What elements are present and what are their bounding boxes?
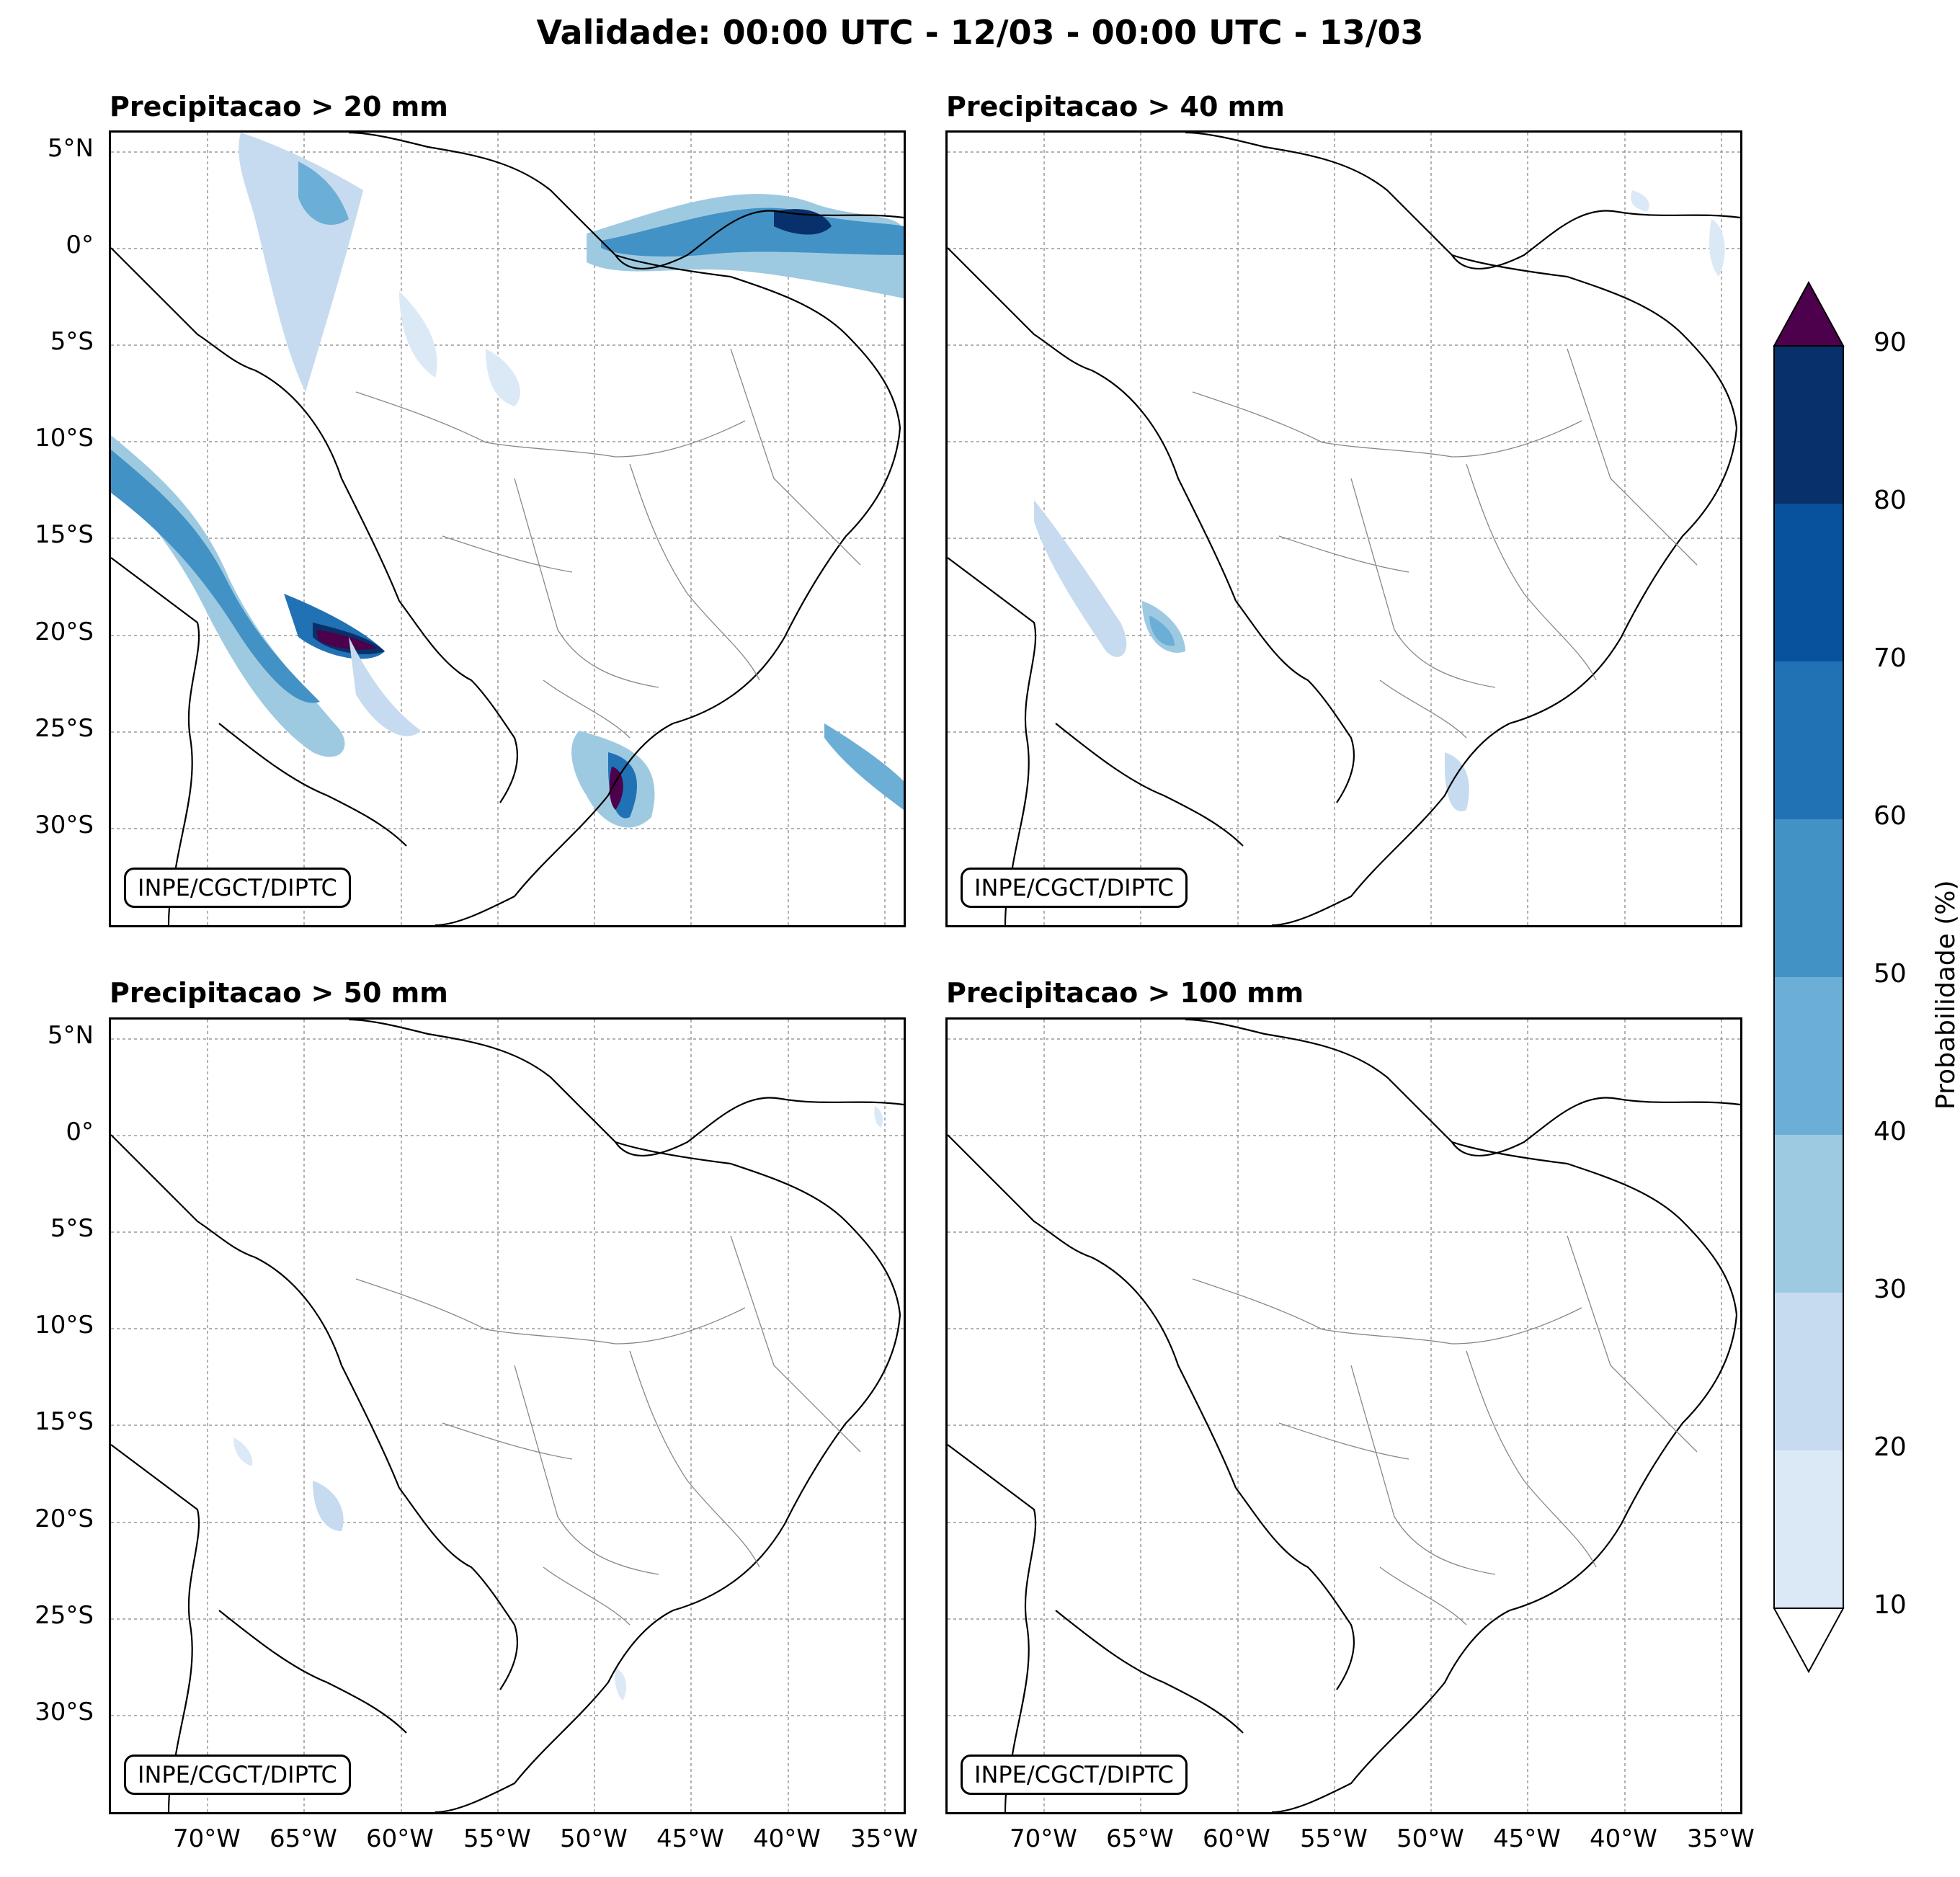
lat-label: 0° <box>66 231 94 259</box>
lon-label: 55°W <box>1300 1824 1368 1853</box>
colorbar <box>1773 281 1845 1674</box>
map-panel-20mm[interactable]: INPE/CGCT/DIPTC <box>109 130 906 927</box>
lon-label: 60°W <box>366 1824 434 1853</box>
lat-label: 10°S <box>35 1311 94 1339</box>
state-borders <box>1192 1235 1698 1626</box>
lon-label: 55°W <box>463 1824 531 1853</box>
panel-title-50mm: Precipitacao > 50 mm <box>110 977 448 1009</box>
map-panel-50mm[interactable]: INPE/CGCT/DIPTC <box>109 1017 906 1814</box>
lon-label: 45°W <box>656 1824 724 1853</box>
lat-label: 15°S <box>35 1407 94 1436</box>
colorbar-tick: 50 <box>1874 959 1907 989</box>
country-borders <box>111 133 904 925</box>
country-borders <box>948 1020 1740 1812</box>
lat-label: 5°S <box>50 1214 94 1243</box>
colorbar-tick: 60 <box>1874 801 1907 831</box>
lat-label: 20°S <box>35 618 94 646</box>
state-borders <box>355 1235 861 1626</box>
figure-title: Validade: 00:00 UTC - 12/03 - 00:00 UTC … <box>536 13 1424 52</box>
lon-label: 65°W <box>270 1824 337 1853</box>
colorbar-tick: 40 <box>1874 1117 1907 1146</box>
colorbar-segment-30-40 <box>1774 1135 1843 1293</box>
panel-title-40mm: Precipitacao > 40 mm <box>946 91 1285 122</box>
lon-label: 65°W <box>1106 1824 1174 1853</box>
map-100mm <box>948 1020 1740 1812</box>
country-borders <box>111 1020 904 1812</box>
lat-label: 0° <box>66 1118 94 1146</box>
colorbar-segment-80-90 <box>1774 346 1843 504</box>
lat-label: 30°S <box>35 1698 94 1726</box>
precip-shading-20mm <box>111 133 904 828</box>
state-borders <box>1192 348 1698 739</box>
map-40mm <box>948 133 1740 925</box>
map-50mm <box>111 1020 904 1812</box>
lat-label: 15°S <box>35 520 94 549</box>
panel-title-100mm: Precipitacao > 100 mm <box>946 977 1304 1009</box>
lat-label: 30°S <box>35 811 94 839</box>
colorbar-segment-70-80 <box>1774 504 1843 661</box>
colorbar-segment-50-60 <box>1774 819 1843 977</box>
lon-label: 70°W <box>173 1824 241 1853</box>
colorbar-tick: 70 <box>1874 643 1907 673</box>
credit-label: INPE/CGCT/DIPTC <box>961 868 1188 908</box>
lon-label: 40°W <box>753 1824 821 1853</box>
lat-label: 5°N <box>47 1021 94 1050</box>
colorbar-tick: 80 <box>1874 486 1907 515</box>
lon-label: 70°W <box>1010 1824 1077 1853</box>
lon-label: 50°W <box>1396 1824 1464 1853</box>
lat-label: 5°S <box>50 327 94 356</box>
colorbar-segment-60-70 <box>1774 661 1843 819</box>
colorbar-tick: 90 <box>1874 328 1907 357</box>
map-20mm <box>111 133 904 925</box>
credit-label: INPE/CGCT/DIPTC <box>124 868 351 908</box>
lon-label: 60°W <box>1203 1824 1270 1853</box>
lon-label: 50°W <box>560 1824 628 1853</box>
map-panel-100mm[interactable]: INPE/CGCT/DIPTC <box>945 1017 1742 1814</box>
colorbar-segment-10-20 <box>1774 1450 1843 1608</box>
grid <box>948 1020 1740 1812</box>
credit-label: INPE/CGCT/DIPTC <box>961 1755 1188 1795</box>
country-borders <box>948 133 1740 925</box>
lon-label: 45°W <box>1493 1824 1561 1853</box>
lat-label: 25°S <box>35 714 94 743</box>
colorbar-tick: 10 <box>1874 1590 1907 1620</box>
lat-label: 20°S <box>35 1504 94 1533</box>
lon-label: 35°W <box>1687 1824 1755 1853</box>
colorbar-segment-40-50 <box>1774 977 1843 1135</box>
precip-shading-40mm <box>1034 190 1725 811</box>
colorbar-label: Probabilidade (%) <box>1931 880 1960 1110</box>
grid <box>948 133 1740 925</box>
grid <box>111 1020 904 1812</box>
colorbar-over-triangle <box>1773 281 1845 347</box>
lat-label: 25°S <box>35 1601 94 1630</box>
precip-shading-50mm <box>233 1106 883 1700</box>
panel-title-20mm: Precipitacao > 20 mm <box>110 91 448 122</box>
colorbar-under-triangle <box>1773 1608 1845 1674</box>
map-panel-40mm[interactable]: INPE/CGCT/DIPTC <box>945 130 1742 927</box>
colorbar-segment-20-30 <box>1774 1293 1843 1450</box>
lon-label: 40°W <box>1590 1824 1657 1853</box>
colorbar-tick: 20 <box>1874 1432 1907 1462</box>
state-borders <box>355 348 861 739</box>
lon-label: 35°W <box>850 1824 918 1853</box>
colorbar-tick: 30 <box>1874 1275 1907 1304</box>
credit-label: INPE/CGCT/DIPTC <box>124 1755 351 1795</box>
lat-label: 10°S <box>35 424 94 452</box>
lat-label: 5°N <box>47 134 94 163</box>
